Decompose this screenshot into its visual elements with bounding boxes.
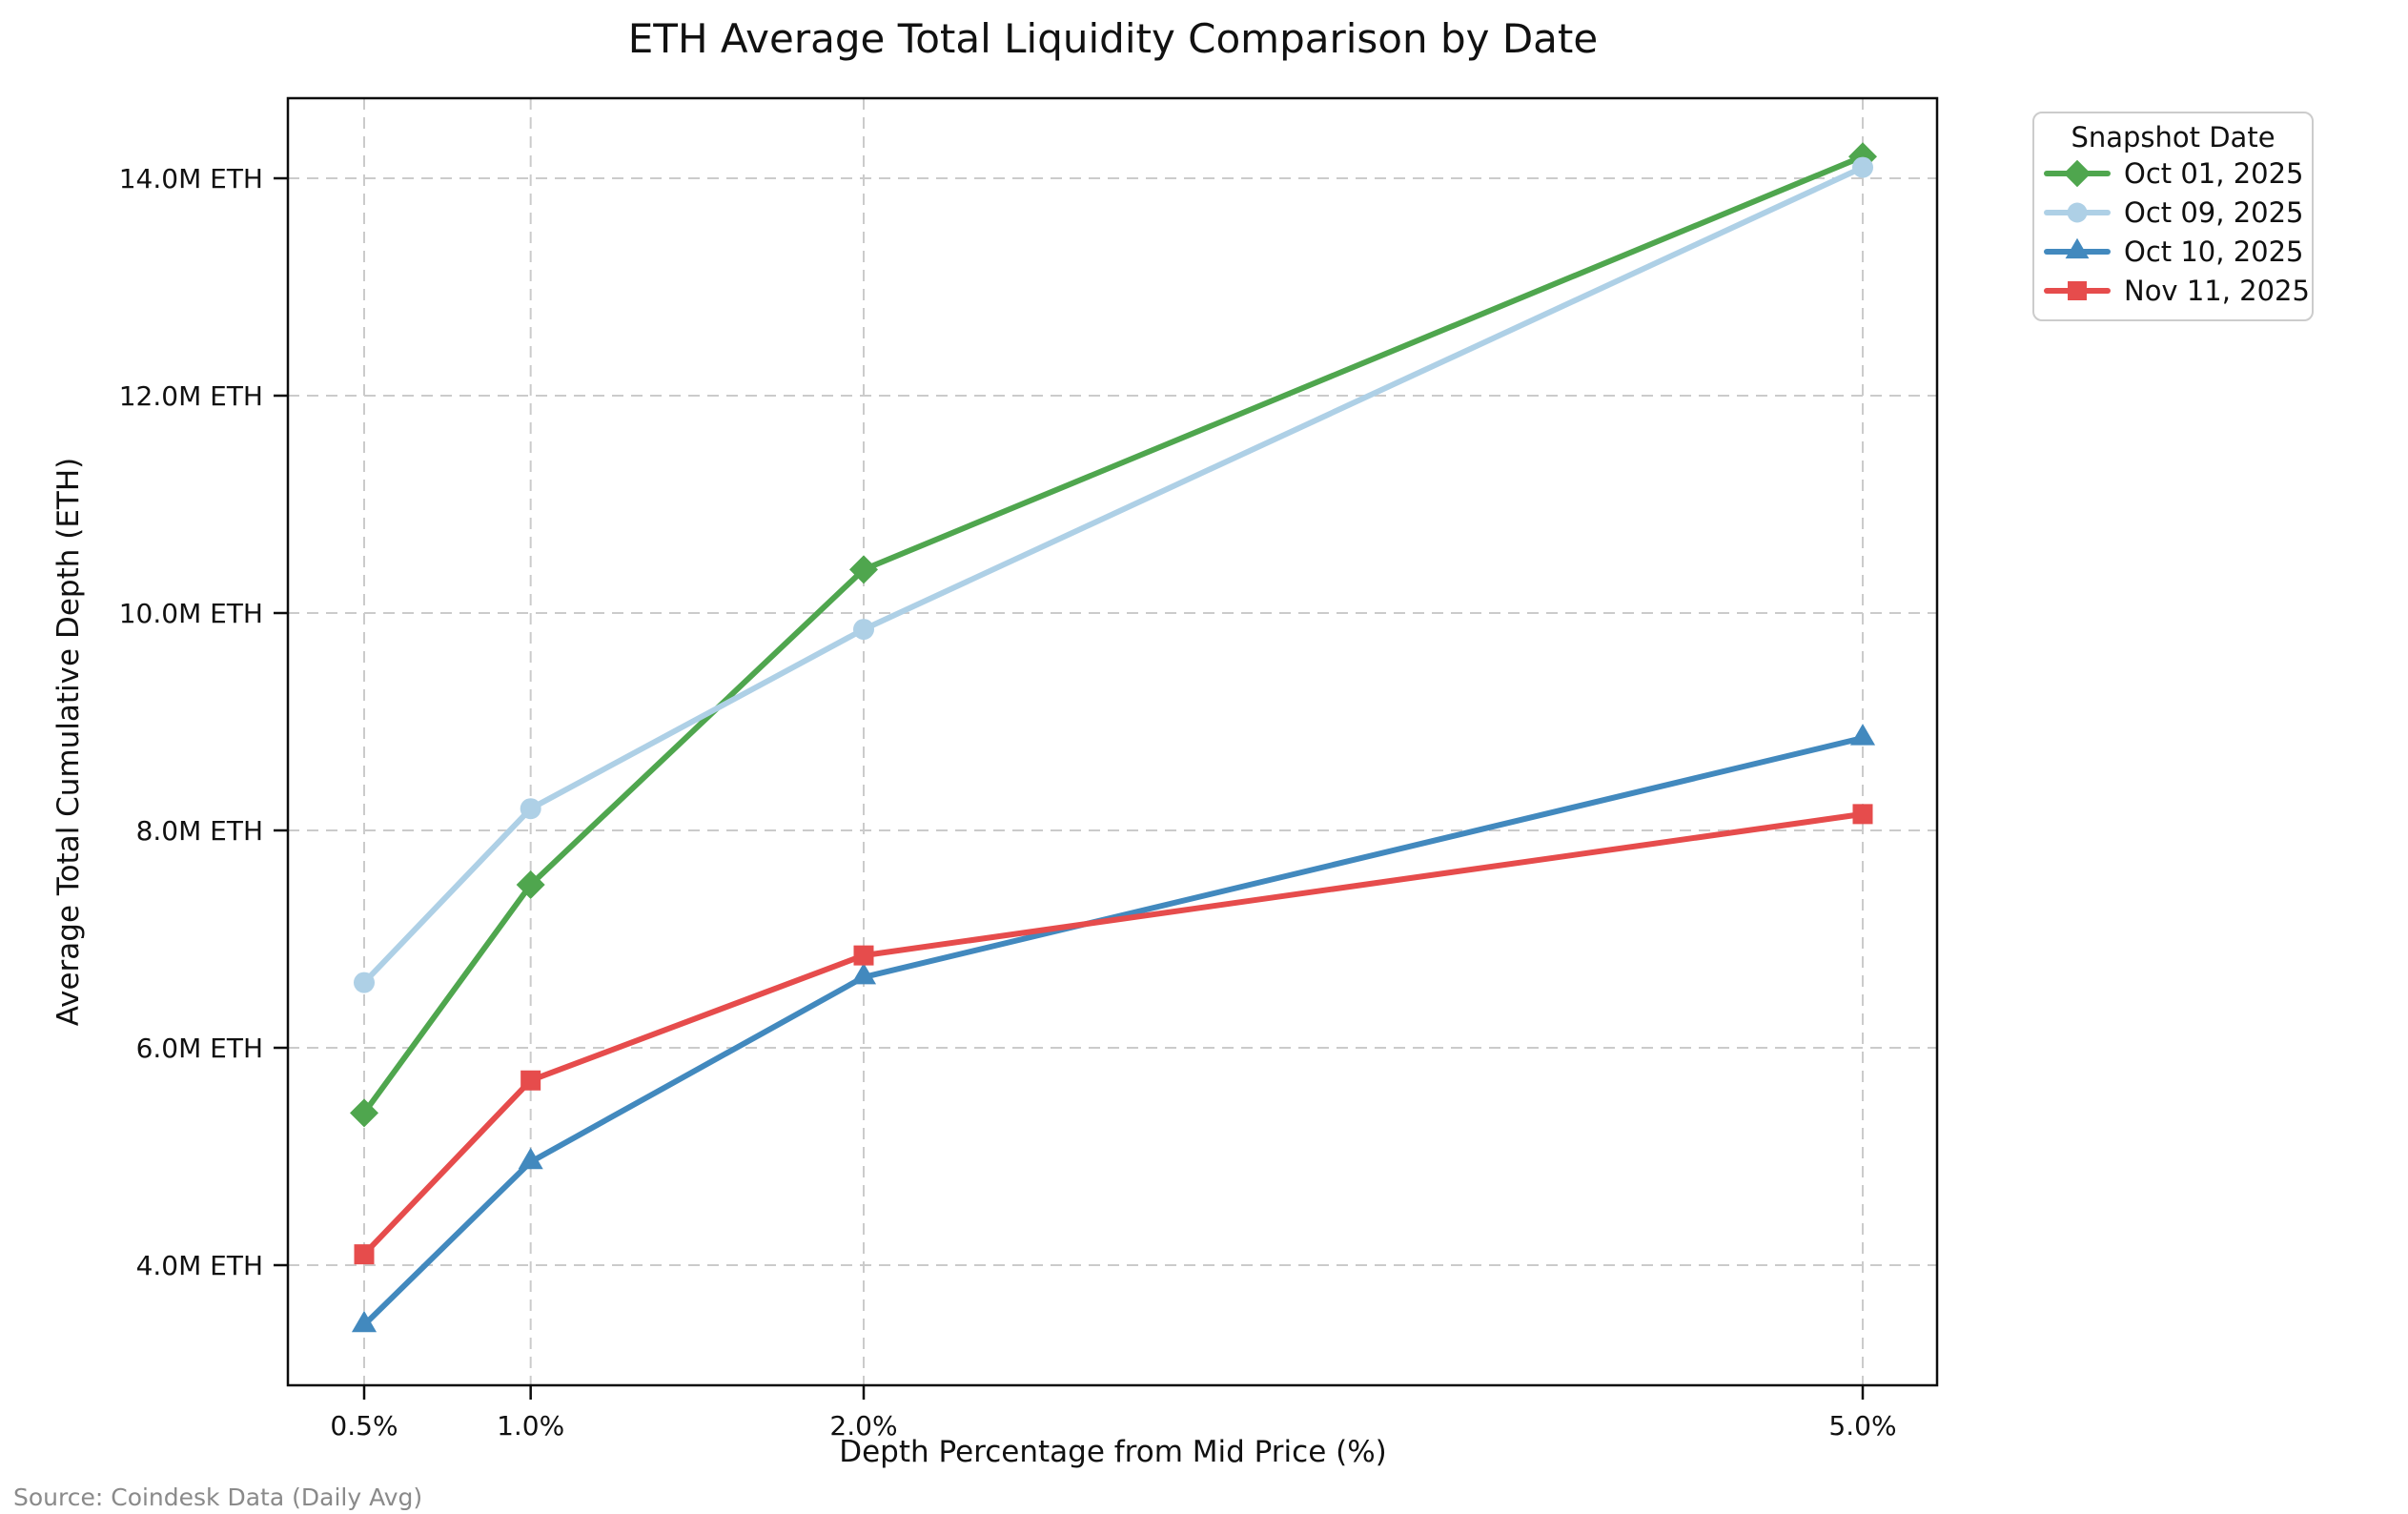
series-marker <box>1851 156 1873 178</box>
x-tick-label: 5.0% <box>1828 1410 1896 1442</box>
series-marker <box>852 619 874 641</box>
circle-swatch-icon <box>2044 202 2111 222</box>
series-marker <box>518 1147 543 1170</box>
series-marker <box>2067 202 2088 222</box>
source-note: Source: Coindesk Data (Daily Avg) <box>13 1483 423 1511</box>
legend-entry: Oct 09, 2025 <box>2044 193 2304 232</box>
diamond-swatch-icon <box>2044 159 2111 187</box>
y-tick-label: 12.0M ETH <box>119 380 263 412</box>
y-tick-label: 10.0M ETH <box>119 598 263 629</box>
series-marker <box>2065 237 2090 258</box>
series-marker <box>354 972 375 993</box>
series-marker <box>850 962 877 985</box>
series-line-0 <box>361 153 1866 1116</box>
series-marker <box>853 945 874 966</box>
series-marker <box>351 1310 378 1333</box>
series-marker <box>350 1098 378 1128</box>
legend-entry-label: Oct 01, 2025 <box>2124 156 2304 190</box>
chart-title: ETH Average Total Liquidity Comparison b… <box>627 15 1599 62</box>
legend-entry: Nov 11, 2025 <box>2044 271 2310 310</box>
x-axis-label: Depth Percentage from Mid Price (%) <box>839 1435 1387 1469</box>
y-tick-label: 6.0M ETH <box>136 1033 263 1064</box>
y-tick-label: 14.0M ETH <box>119 163 263 194</box>
legend-entry: Oct 01, 2025 <box>2044 153 2304 193</box>
series-marker <box>520 1070 541 1091</box>
series-marker <box>516 870 545 899</box>
legend-box: Snapshot Date Oct 01, 2025 Oct 09, 2025 Oc… <box>2032 112 2314 321</box>
series-marker <box>1852 804 1873 825</box>
x-tick-label: 1.0% <box>497 1410 564 1442</box>
legend-entries: Oct 01, 2025 Oct 09, 2025 Oct 10, 2025 Nov … <box>2044 153 2310 310</box>
series-marker <box>848 555 878 584</box>
series-marker <box>1849 724 1876 746</box>
x-tick-label: 2.0% <box>829 1410 897 1442</box>
series-marker <box>354 1244 375 1265</box>
x-tick-label: 0.5% <box>330 1410 398 1442</box>
series-line-1 <box>361 164 1866 986</box>
triangle-up-swatch-icon <box>2044 237 2111 258</box>
series-line-3 <box>361 810 1866 1258</box>
series-marker <box>520 798 541 820</box>
legend-entry: Oct 10, 2025 <box>2044 232 2304 271</box>
legend-entry-label: Oct 09, 2025 <box>2124 195 2304 229</box>
plot-border <box>286 96 1939 1387</box>
square-swatch-icon <box>2044 280 2111 300</box>
y-tick-label: 8.0M ETH <box>136 815 263 847</box>
series-marker <box>2063 159 2092 187</box>
y-tick-label: 4.0M ETH <box>136 1250 263 1281</box>
legend-entry-label: Nov 11, 2025 <box>2124 274 2310 307</box>
series-line-2 <box>361 735 1866 1328</box>
legend-title: Snapshot Date <box>2071 121 2275 153</box>
series-marker <box>2068 280 2087 300</box>
legend-entry-label: Oct 10, 2025 <box>2124 235 2304 268</box>
